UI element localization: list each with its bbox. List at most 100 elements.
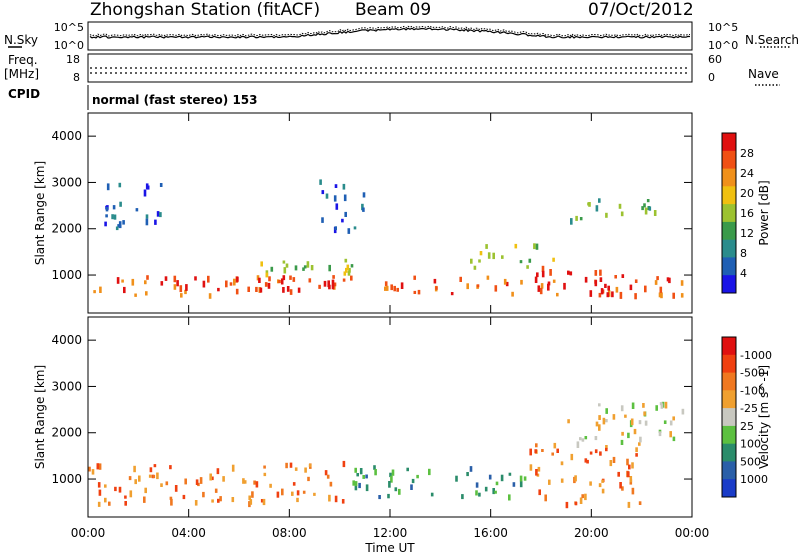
colorbar-segment (722, 204, 736, 223)
range-time-cell (354, 485, 358, 491)
range-time-cell (292, 277, 296, 282)
range-time-cell (579, 437, 582, 441)
colorbar-segment (722, 186, 736, 205)
range-time-cell (605, 408, 608, 414)
range-time-cell (565, 501, 569, 509)
range-time-cell (248, 495, 251, 500)
range-time-cell (466, 283, 469, 290)
range-time-cell (350, 264, 354, 268)
range-time-cell (263, 472, 267, 477)
range-time-cell (514, 243, 518, 249)
range-time-cell (534, 276, 538, 283)
range-time-cell (282, 260, 286, 264)
range-time-cell (469, 466, 473, 472)
range-time-cell (319, 179, 322, 185)
range-time-cell (508, 472, 512, 476)
range-time-cell (488, 474, 492, 480)
range-time-cell (105, 214, 108, 218)
range-time-cell (131, 278, 135, 286)
range-time-cell (362, 207, 365, 212)
freq-label: Freq. (8, 53, 38, 67)
range-time-cell (342, 278, 346, 282)
range-time-cell (526, 265, 529, 269)
range-time-cell (639, 436, 642, 443)
range-time-cell (576, 441, 580, 448)
range-time-cell (579, 497, 583, 504)
station-title: Zhongshan Station (fitACF) (90, 0, 320, 20)
range-time-cell (285, 263, 289, 268)
range-time-cell (556, 448, 559, 453)
range-time-cell (579, 217, 583, 221)
range-time-cell (553, 442, 557, 449)
range-time-cell (278, 280, 281, 284)
range-time-cell (600, 288, 604, 295)
range-time-cell (334, 226, 337, 231)
freq-panel-frame (87, 53, 693, 83)
range-time-cell (629, 284, 633, 291)
range-time-cell (621, 486, 624, 491)
range-time-cell (486, 275, 490, 280)
range-time-cell (194, 500, 198, 506)
range-time-cell (672, 436, 676, 442)
range-time-cell (607, 285, 610, 291)
range-time-cell (247, 286, 250, 292)
range-time-cell (634, 293, 637, 300)
range-time-cell (169, 465, 172, 470)
range-time-cell (589, 451, 593, 455)
range-time-cell (133, 465, 136, 473)
range-time-cell (459, 276, 462, 282)
noise-panel-frame (87, 21, 693, 51)
range-time-cell (680, 280, 684, 286)
noise-right-tick-bottom: 10^0 (708, 39, 738, 52)
range-time-cell (648, 206, 652, 211)
range-time-cell (156, 472, 159, 480)
range-time-cell (529, 448, 532, 456)
range-time-cell (144, 487, 147, 494)
range-time-cell (354, 467, 357, 473)
range-time-cell (347, 271, 351, 276)
range-time-cell (601, 479, 604, 483)
range-time-cell (598, 292, 602, 298)
range-time-cell (638, 442, 641, 446)
range-time-cell (390, 284, 393, 291)
colorbar-tick-label: -25 (740, 402, 758, 415)
freq-left-tick-bottom: 8 (73, 71, 80, 84)
range-time-cell (598, 198, 601, 203)
range-time-cell (113, 214, 117, 220)
range-time-cell (154, 219, 157, 225)
range-time-cell (619, 482, 622, 489)
range-time-cell (352, 480, 355, 486)
range-time-cell (118, 182, 122, 188)
range-time-cell (97, 501, 101, 507)
range-time-cell (327, 280, 330, 288)
range-time-cell (268, 276, 271, 282)
range-time-cell (644, 420, 648, 426)
range-time-cell (348, 268, 351, 273)
range-time-cell (219, 496, 222, 502)
y-tick-label: 1000 (51, 268, 82, 282)
range-time-cell (680, 293, 684, 298)
range-time-cell (508, 494, 511, 501)
range-time-cell (541, 265, 545, 272)
colorbar-tick-label: -1000 (740, 349, 772, 362)
range-time-cell (461, 494, 464, 500)
range-time-cell (475, 482, 479, 488)
range-time-cell (607, 290, 611, 297)
range-time-cell (282, 275, 286, 281)
range-time-cell (604, 283, 607, 288)
range-time-cell (641, 206, 644, 211)
range-time-cell (289, 289, 293, 295)
velocity-data-layer (88, 401, 685, 509)
range-time-cell (164, 276, 168, 281)
range-time-cell (280, 278, 284, 285)
range-time-cell (292, 482, 296, 486)
range-time-cell (537, 466, 541, 472)
range-time-cell (310, 265, 314, 271)
range-time-cell (505, 281, 509, 287)
range-time-cell (294, 467, 298, 471)
range-time-cell (118, 486, 122, 493)
range-time-cell (294, 265, 298, 271)
range-time-cell (249, 499, 253, 505)
range-time-cell (569, 271, 573, 276)
range-time-cell (217, 287, 220, 292)
